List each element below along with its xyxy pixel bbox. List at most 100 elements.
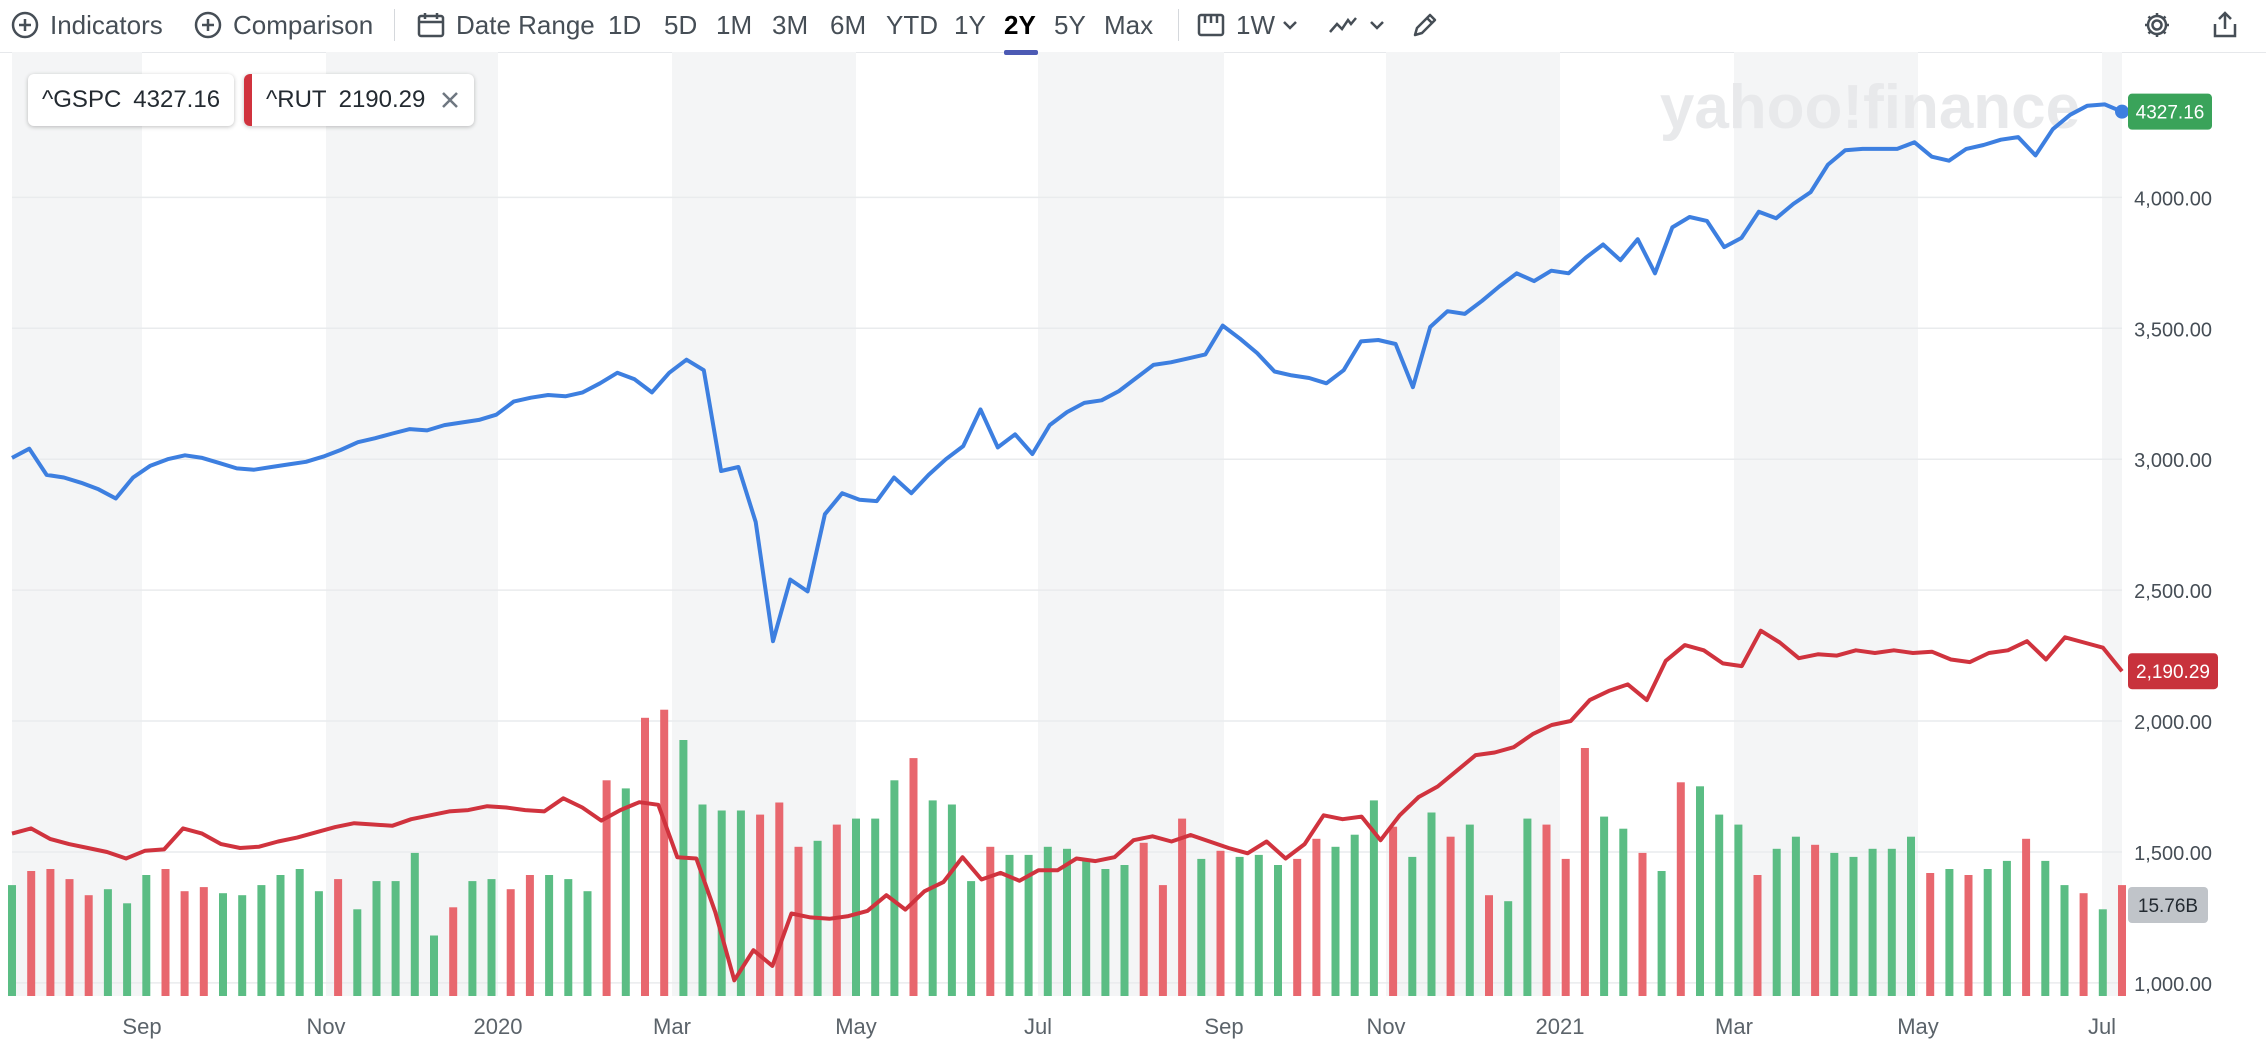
x-tick-label: Sep [122, 1014, 161, 1039]
volume-bar [1158, 885, 1167, 996]
interval-label: 1W [1236, 9, 1275, 40]
range-max[interactable]: Max [1104, 9, 1154, 40]
volume-bar [871, 818, 880, 996]
volume-bar [65, 879, 74, 996]
volume-bar [276, 875, 285, 996]
volume-bar [1868, 848, 1877, 996]
pencil-icon [1410, 10, 1440, 40]
range-6m[interactable]: 6M [830, 9, 867, 40]
range-5d[interactable]: 5D [664, 9, 698, 40]
volume-bar [1293, 858, 1302, 996]
month-band [2102, 52, 2122, 996]
volume-bars [8, 709, 2126, 996]
volume-bar [2098, 909, 2107, 996]
x-tick-label: Jul [1024, 1014, 1052, 1039]
volume-bar [1926, 873, 1935, 996]
volume-bar [1638, 852, 1647, 996]
calendar-icon [416, 10, 446, 40]
volume-bar [2060, 885, 2069, 996]
settings-button[interactable] [2142, 0, 2182, 50]
gspc-price-badge: 4327.16 [2128, 93, 2212, 130]
volume-bar [2002, 860, 2011, 996]
indicators-button[interactable]: Indicators [10, 0, 163, 50]
volume-bar [334, 879, 343, 996]
volume-bar [621, 788, 630, 996]
volume-bar [1907, 836, 1915, 996]
legend-chip-rut[interactable]: ^RUT 2190.29 [244, 74, 474, 126]
legend-chip-gspc[interactable]: ^GSPC 4327.16 [28, 74, 234, 126]
candle-interval-icon [1196, 10, 1226, 40]
volume-bar [219, 893, 227, 996]
volume-bar [1063, 848, 1071, 996]
volume-bar [410, 852, 419, 996]
volume-bar [1331, 846, 1340, 996]
chevron-down-icon [1281, 10, 1299, 40]
volume-bar [1715, 814, 1724, 996]
volume-bar [391, 881, 400, 996]
share-button[interactable] [2210, 0, 2250, 50]
volume-bar [1446, 836, 1455, 996]
volume-bar [1542, 824, 1551, 996]
remove-comparison-button[interactable] [439, 89, 461, 111]
volume-bar [1427, 812, 1436, 996]
x-tick-label: May [835, 1014, 877, 1039]
y-tick-label: 3,500.00 [2134, 319, 2212, 341]
volume-bar [1945, 869, 1954, 996]
volume-bar [1887, 848, 1896, 996]
volume-badge-label: 15.76B [2138, 896, 2198, 917]
share-icon [2210, 10, 2240, 40]
draw-tool-button[interactable] [1410, 0, 1450, 50]
rut-value: 2190.29 [338, 86, 426, 113]
volume-bar [1101, 869, 1110, 996]
rut-price-badge-label: 2,190.29 [2136, 662, 2210, 683]
volume-bar [180, 891, 189, 996]
gspc-symbol: ^GSPC [42, 86, 122, 113]
comparison-button[interactable]: Comparison [193, 0, 373, 50]
gear-icon [2142, 10, 2172, 40]
volume-bar [506, 889, 515, 996]
volume-bar [1830, 852, 1839, 996]
indicators-label: Indicators [50, 9, 163, 40]
range-3m[interactable]: 3M [772, 9, 809, 40]
volume-bar [1274, 865, 1282, 996]
volume-bar [1178, 818, 1187, 996]
range-1y[interactable]: 1Y [954, 9, 986, 40]
range-ytd[interactable]: YTD [886, 9, 938, 40]
volume-bar [1389, 826, 1398, 996]
y-tick-label: 1,000.00 [2134, 974, 2212, 996]
range-2y[interactable]: 2Y [1004, 9, 1036, 40]
volume-bar [1523, 818, 1532, 996]
volume-bar [1120, 865, 1129, 996]
volume-bar [1600, 816, 1609, 996]
volume-bar [372, 881, 381, 996]
volume-bar [1561, 858, 1570, 996]
volume-bar [2041, 860, 2050, 996]
volume-bar [1657, 871, 1666, 996]
date-range-button[interactable]: Date Range [416, 0, 595, 50]
volume-bar [986, 846, 995, 996]
volume-bar [430, 935, 438, 996]
volume-bar [1216, 850, 1225, 996]
x-tick-label: 2020 [474, 1014, 523, 1039]
volume-bar [1485, 895, 1493, 996]
rut-price-badge: 2,190.29 [2128, 653, 2218, 690]
volume-bar [1024, 854, 1033, 996]
chart-type-selector[interactable] [1328, 0, 1396, 50]
y-tick-label: 2,000.00 [2134, 712, 2212, 734]
range-1d[interactable]: 1D [608, 9, 642, 40]
gspc-last-point [2115, 104, 2129, 119]
toolbar-divider [394, 9, 395, 41]
volume-bar [698, 804, 707, 996]
range-1m[interactable]: 1M [716, 9, 753, 40]
interval-selector[interactable]: 1W [1196, 0, 1309, 50]
volume-bar [660, 709, 669, 996]
volume-bar [2079, 893, 2088, 996]
rut-symbol: ^RUT [266, 86, 327, 113]
price-chart[interactable]: yahoo!finance 1,000.00 1,500.00 2,000.00 2,… [0, 52, 2266, 1048]
range-5y[interactable]: 5Y [1054, 9, 1086, 40]
volume-bar [909, 758, 918, 996]
volume-bar [890, 780, 899, 996]
volume-bar [736, 810, 745, 996]
volume-bar [2118, 885, 2126, 996]
x-axis-labels: Sep Nov 2020 Mar May Jul Sep Nov 2021 Mar May Jul [122, 1014, 2116, 1039]
